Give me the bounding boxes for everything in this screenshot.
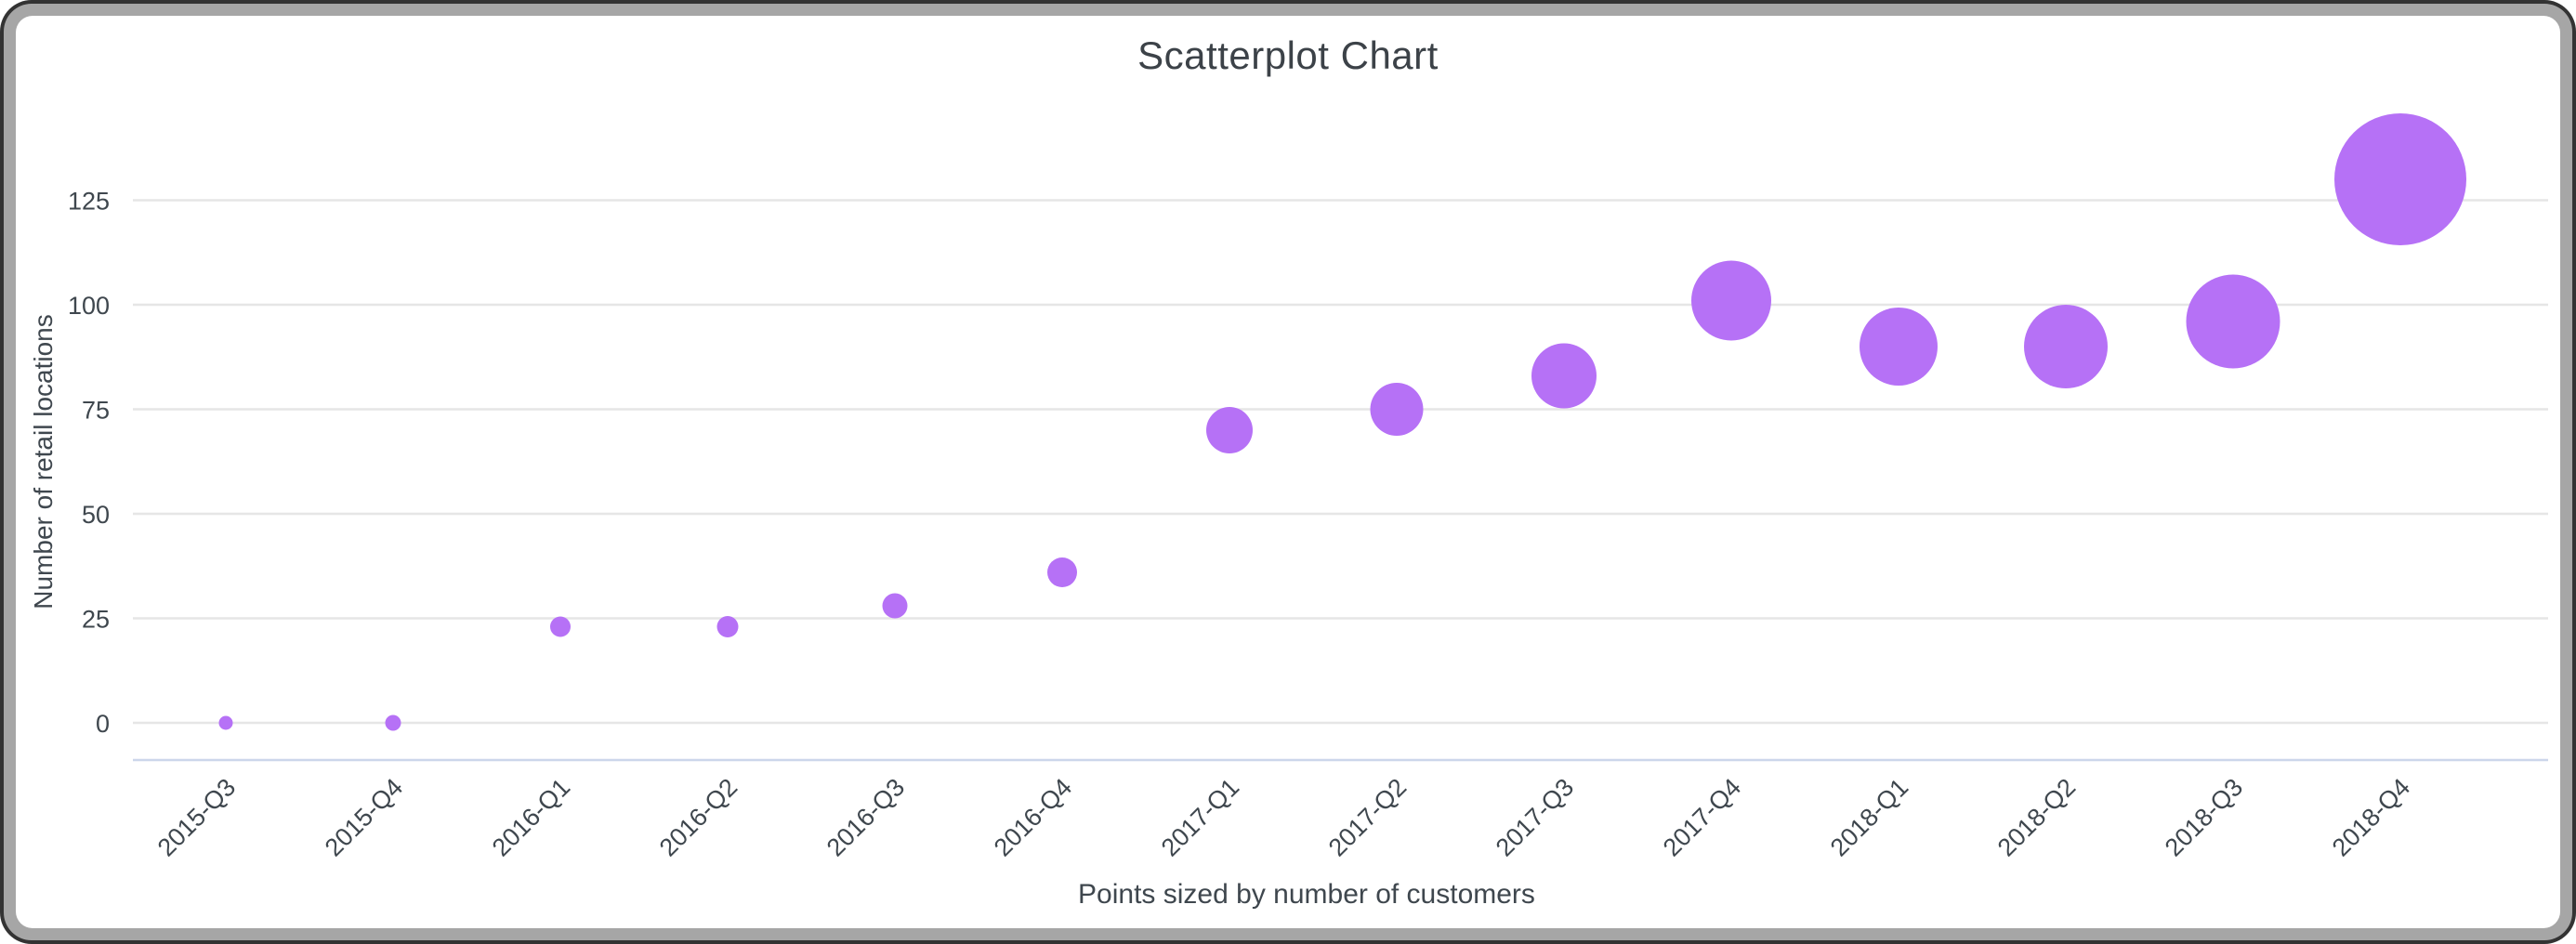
y-tick-label: 0	[96, 710, 110, 738]
x-tick-label: 2018-Q1	[1825, 773, 1914, 862]
x-tick-label: 2018-Q4	[2327, 773, 2416, 862]
data-point[interactable]	[1531, 343, 1597, 409]
data-point[interactable]	[2334, 113, 2466, 245]
y-axis-tick-labels: 0 25 50 75 100 125	[68, 188, 110, 739]
x-tick-label: 2017-Q1	[1156, 773, 1245, 862]
x-tick-label: 2018-Q2	[1992, 773, 2082, 862]
x-axis-title: Points sized by number of customers	[1078, 879, 1535, 910]
x-tick-label: 2016-Q4	[989, 773, 1078, 862]
data-point[interactable]	[1691, 260, 1771, 341]
data-points	[218, 113, 2466, 731]
chart-title: Scatterplot Chart	[1137, 33, 1439, 77]
x-tick-label: 2016-Q1	[487, 773, 576, 862]
data-point[interactable]	[882, 593, 908, 619]
x-tick-label: 2015-Q3	[152, 773, 242, 862]
x-tick-label: 2017-Q3	[1491, 773, 1580, 862]
chart-card	[16, 16, 2560, 928]
gridlines	[133, 199, 2548, 725]
x-tick-label: 2017-Q4	[1658, 773, 1747, 862]
x-tick-label: 2016-Q2	[654, 773, 743, 862]
data-point[interactable]	[1047, 557, 1077, 587]
data-point[interactable]	[2024, 305, 2108, 388]
y-tick-label: 125	[68, 188, 110, 216]
data-point[interactable]	[1860, 308, 1938, 386]
data-point[interactable]	[1370, 383, 1424, 436]
y-axis-title: Number of retail locations	[29, 314, 58, 610]
data-point[interactable]	[385, 715, 401, 731]
data-point[interactable]	[550, 616, 571, 637]
x-tick-label: 2018-Q3	[2160, 773, 2249, 862]
y-tick-label: 100	[68, 292, 110, 320]
y-tick-label: 25	[82, 606, 110, 634]
x-tick-label: 2017-Q2	[1323, 773, 1413, 862]
data-point[interactable]	[218, 715, 233, 730]
data-point[interactable]	[716, 616, 739, 637]
data-point[interactable]	[2186, 274, 2280, 369]
x-axis-tick-labels: 2015-Q3 2015-Q4 2016-Q1 2016-Q2 2016-Q3 2016-…	[152, 773, 2416, 862]
y-tick-label: 50	[82, 501, 110, 529]
x-tick-label: 2015-Q4	[320, 773, 409, 862]
x-tick-label: 2016-Q3	[821, 773, 911, 862]
data-point[interactable]	[1206, 407, 1253, 453]
y-tick-label: 75	[82, 397, 110, 425]
